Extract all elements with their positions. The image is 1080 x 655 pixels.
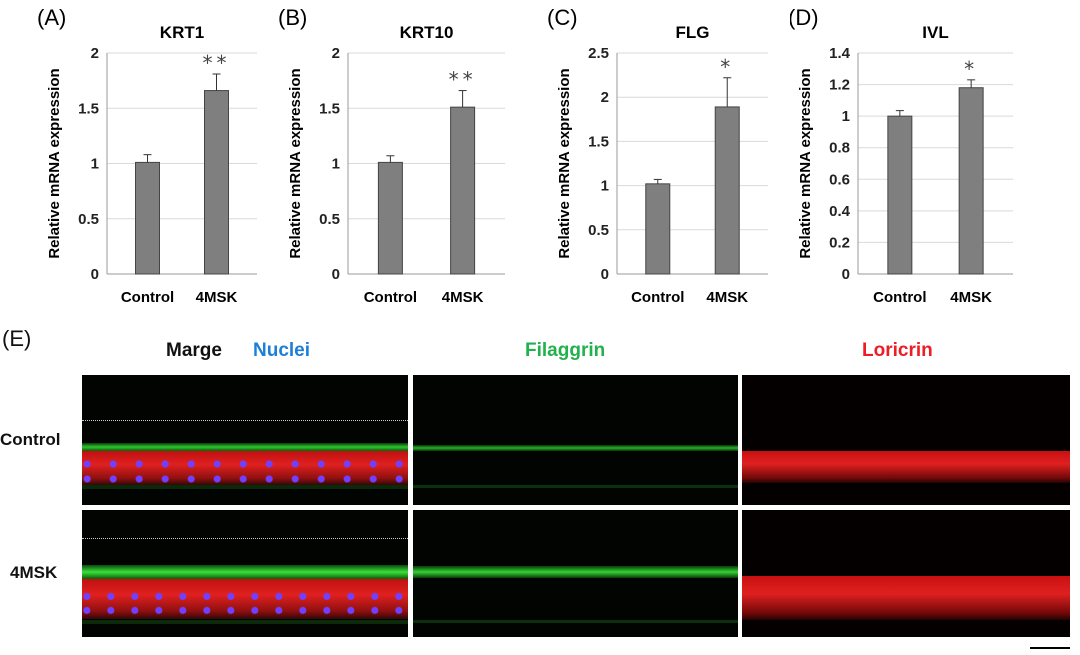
significance-marker: * [964,57,978,81]
bar-4msk [204,90,229,275]
image-control-loricrin [742,375,1070,505]
image-4msk-loricrin [742,510,1070,637]
column-label-filaggrin: Filaggrin [525,340,606,361]
panel-letter: (B) [278,5,307,30]
y-axis-label: Relative mRNA expression [797,68,814,258]
y-tick-label: 2 [332,45,340,62]
y-axis-label: Relative mRNA expression [46,68,63,258]
panel-letter: (C) [547,5,578,30]
column-label-marge: Marge [166,340,222,361]
column-label-nuclei: Nuclei [253,340,311,361]
y-tick-label: 0.2 [829,234,850,251]
y-tick-label: 1 [842,108,850,125]
y-tick-label: 1.5 [588,133,609,150]
x-tick-label: 4MSK [950,289,992,306]
bar-4msk [958,87,984,275]
bar-control [377,161,403,275]
x-tick-label: Control [631,289,684,306]
chart-title: KRT10 [400,23,454,42]
x-tick-label: Control [873,289,926,306]
chart-flg: (C) FLG Relative mRNA expression 0 0.5 1 1.5 2 2… [547,5,768,306]
image-4msk-filaggrin [413,510,738,637]
y-tick-label: 2 [91,45,99,62]
y-tick-label: 1 [601,178,609,195]
significance-marker: ** [449,68,477,92]
x-tick-label: 4MSK [196,289,238,306]
y-tick-label: 0 [91,266,99,283]
bar-control [135,161,160,275]
y-tick-label: 0.5 [588,222,609,239]
panel-letter: (A) [37,5,66,30]
bar-4msk [450,106,476,275]
y-tick-label: 1 [332,156,340,173]
y-tick-label: 1.2 [829,77,850,94]
y-axis-label: Relative mRNA expression [556,68,573,258]
image-4msk-merge [82,510,408,637]
y-tick-label: 0.4 [829,203,851,220]
y-tick-label: 0.6 [829,171,850,188]
x-tick-label: 4MSK [442,289,484,306]
bar-control [887,115,913,275]
panel-letter-e: (E) [2,326,32,351]
chart-title: IVL [922,23,948,42]
y-tick-label: 0 [601,266,609,283]
chart-krt1: (A) KRT1 Relative mRNA expression 0 0.5 1 1.5 2… [37,5,257,306]
row-label-control: Control [0,430,61,449]
chart-ivl: (D) IVL Relative mRNA expression 0 0.2 0.4 0.6… [790,5,1013,306]
x-tick-label: Control [364,289,417,306]
y-tick-label: 1.5 [78,100,99,117]
y-tick-label: 0.5 [319,211,340,228]
chart-krt10: (B) KRT10 Relative mRNA expression 0 0.5 1 1.5… [278,5,505,306]
row-label-4msk: 4MSK [10,563,58,582]
y-tick-label: 2 [601,89,609,106]
y-tick-label: 0 [332,266,340,283]
y-tick-label: 0.8 [829,140,850,157]
y-tick-label: 0.5 [78,211,99,228]
y-tick-label: 1 [91,156,99,173]
chart-title: FLG [676,23,710,42]
scale-bar [1030,647,1070,649]
y-tick-label: 0 [842,266,850,283]
panel-letter: (D) [790,5,819,30]
image-control-merge [82,375,408,505]
y-tick-label: 2.5 [588,45,609,62]
x-tick-label: 4MSK [706,289,748,306]
y-tick-label: 1.4 [829,45,851,62]
significance-marker: ** [203,51,231,75]
chart-title: KRT1 [160,23,204,42]
y-tick-label: 1.5 [319,100,340,117]
x-tick-label: Control [121,289,174,306]
column-label-loricrin: Loricrin [862,340,933,361]
bar-4msk [714,106,740,275]
image-control-filaggrin [413,375,738,505]
y-axis-label: Relative mRNA expression [287,68,304,258]
bar-control [645,183,671,275]
significance-marker: * [720,55,734,79]
